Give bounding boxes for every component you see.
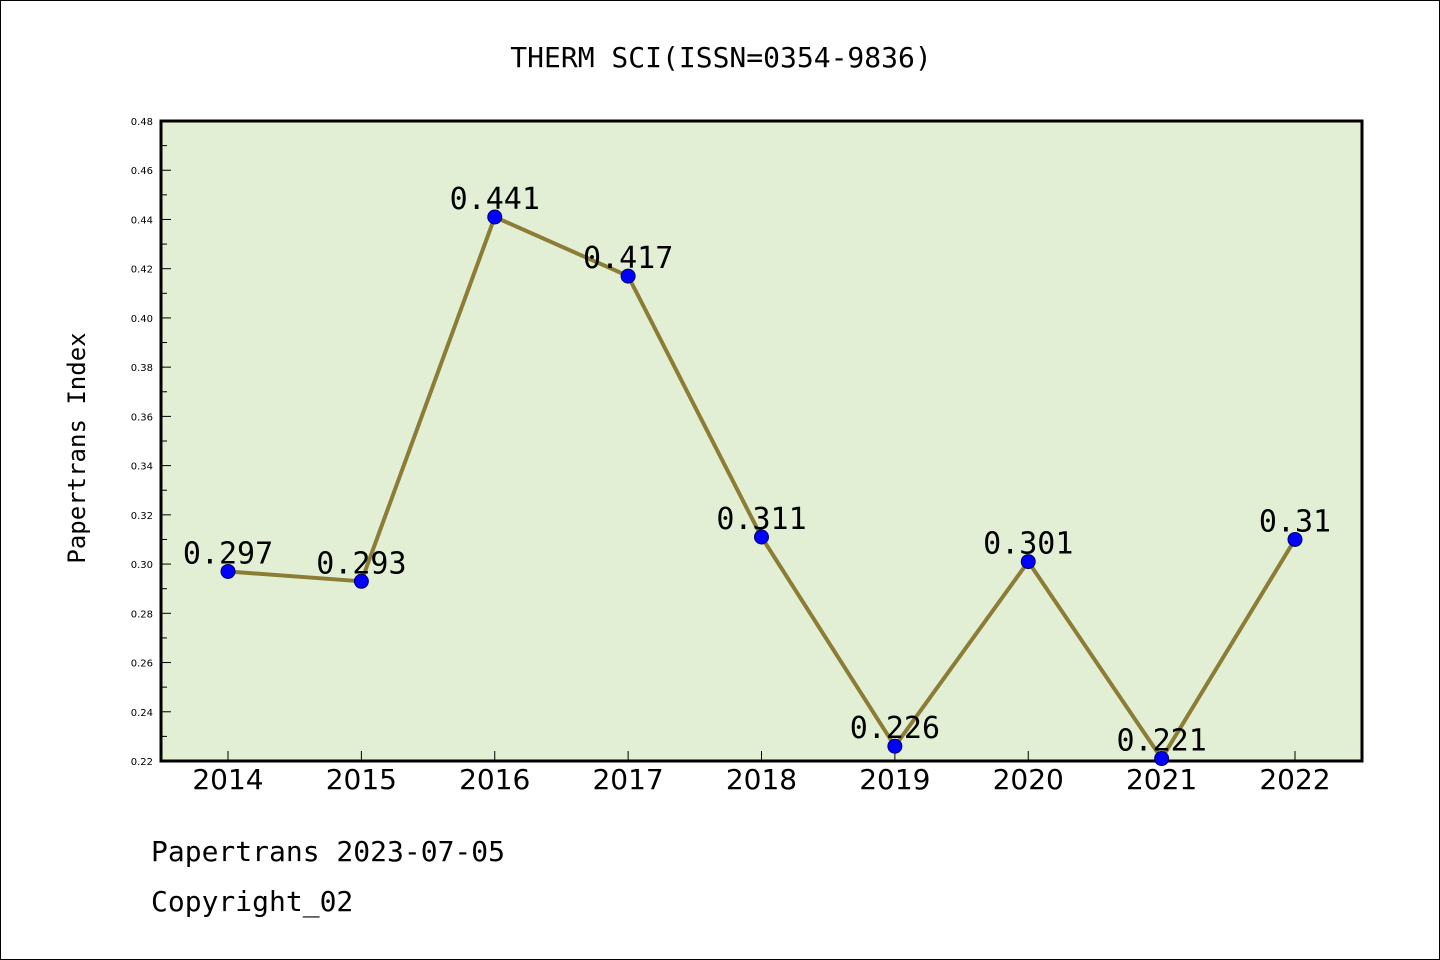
- x-tick-label: 2020: [993, 763, 1064, 796]
- y-tick-label: 0.30: [131, 560, 153, 571]
- data-point-marker: [1020, 554, 1036, 570]
- data-label: 0.221: [1116, 724, 1206, 759]
- y-tick-label: 0.28: [131, 609, 153, 620]
- y-axis-ticks: 0.22 0.24 0.26 0.28 0.30 0.32 0.34 0.36 0.38 0.40…: [131, 117, 171, 768]
- data-label: 0.297: [183, 536, 273, 571]
- y-tick-label: 0.22: [131, 757, 153, 768]
- x-tick-label: 2015: [326, 763, 397, 796]
- y-tick-label: 0.46: [131, 166, 153, 177]
- y-tick-label: 0.32: [131, 511, 153, 522]
- data-label: 0.31: [1259, 504, 1331, 539]
- x-tick-label: 2018: [726, 763, 797, 796]
- y-tick-label: 0.36: [131, 412, 153, 423]
- y-tick-label: 0.34: [131, 462, 153, 473]
- data-label: 0.311: [716, 502, 806, 537]
- y-tick-label: 0.38: [131, 363, 153, 374]
- data-point-marker: [754, 529, 769, 545]
- x-tick-label: 2016: [459, 763, 530, 796]
- y-tick-label: 0.42: [131, 265, 153, 276]
- data-point-marker: [220, 563, 236, 579]
- data-point-marker: [1287, 531, 1303, 547]
- data-point-marker: [620, 268, 636, 284]
- data-markers: [220, 209, 1303, 767]
- data-label: 0.441: [450, 182, 540, 217]
- y-tick-label: 0.44: [131, 215, 153, 226]
- data-labels: 0.297 0.293 0.441 0.417 0.311 0.226 0.301 0.221…: [183, 182, 1331, 759]
- x-tick-label: 2017: [592, 763, 663, 796]
- data-point-marker: [1154, 751, 1170, 767]
- x-tick-label: 2014: [192, 763, 263, 796]
- y-tick-label: 0.26: [131, 659, 153, 670]
- data-point-marker: [487, 209, 503, 225]
- y-tick-label: 0.24: [131, 708, 153, 719]
- y-tick-label: 0.48: [131, 117, 153, 128]
- plot-area: [159, 119, 1364, 763]
- x-tick-label: 2021: [1126, 763, 1197, 796]
- x-tick-label: 2022: [1259, 763, 1330, 796]
- y-tick-label: 0.40: [131, 314, 153, 325]
- data-point-marker: [887, 738, 903, 754]
- data-point-marker: [353, 573, 369, 589]
- data-label: 0.417: [583, 241, 673, 276]
- chart-title: THERM SCI(ISSN=0354-9836): [510, 41, 931, 74]
- data-label: 0.293: [316, 546, 406, 581]
- y-axis-label: Papertrans Index: [63, 332, 91, 563]
- footer-copyright: Copyright_02: [151, 885, 354, 918]
- x-tick-label: 2019: [859, 763, 930, 796]
- x-axis-ticks: 2014 2015 2016 2017 2018 2019 2020 2021 2022: [192, 751, 1331, 796]
- data-label: 0.226: [850, 711, 940, 746]
- data-label: 0.301: [983, 527, 1073, 562]
- footer-date: Papertrans 2023-07-05: [151, 835, 506, 868]
